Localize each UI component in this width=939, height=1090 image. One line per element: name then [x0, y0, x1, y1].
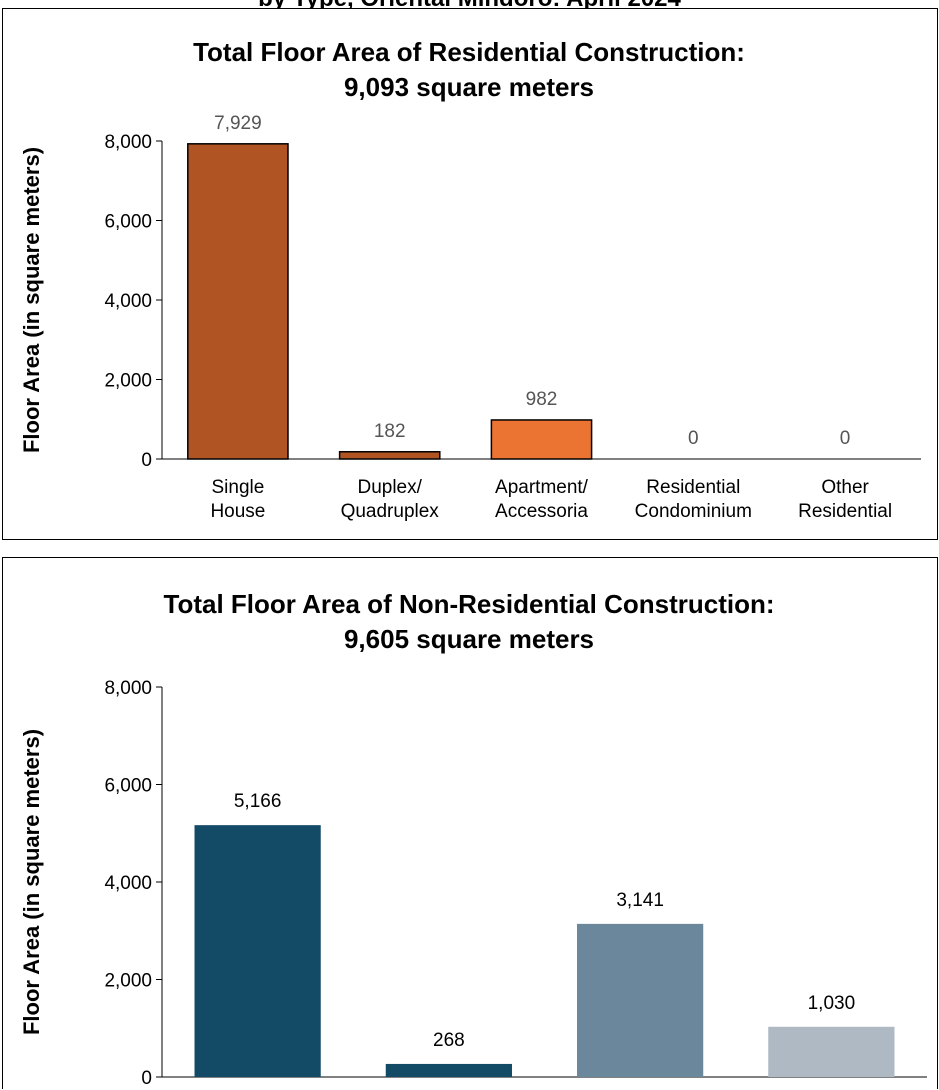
non-residential-y-tick-label: 4,000: [104, 873, 152, 894]
non-residential-data-label: 268: [433, 1030, 465, 1051]
residential-category-label: Single: [211, 477, 264, 498]
residential-y-tick-label: 0: [141, 450, 152, 471]
non-residential-chart-title: Total Floor Area of Non-Residential Cons…: [164, 589, 775, 619]
non-residential-data-label: 3,141: [616, 890, 664, 911]
page-title: by Type, Oriental Mindoro: April 2024: [0, 0, 939, 12]
residential-category-label: Residential: [646, 477, 740, 498]
residential-category-label: Other: [821, 477, 869, 498]
residential-chart-panel: Total Floor Area of Residential Construc…: [2, 8, 938, 540]
residential-category-label: Quadruplex: [341, 501, 440, 522]
non-residential-bar: [194, 825, 321, 1077]
non-residential-bar: [768, 1026, 895, 1077]
residential-data-label: 182: [374, 421, 406, 442]
residential-category-label: Residential: [798, 501, 892, 522]
residential-category-label: House: [210, 501, 265, 522]
residential-data-label: 982: [526, 389, 558, 410]
residential-category-label: Condominium: [635, 501, 752, 522]
non-residential-chart-panel: Total Floor Area of Non-Residential Cons…: [2, 557, 938, 1089]
residential-data-label: 0: [840, 428, 851, 449]
residential-bar: [338, 451, 441, 460]
non-residential-data-label: 5,166: [234, 791, 282, 812]
residential-y-axis-label: Floor Area (in square meters): [19, 147, 44, 453]
residential-bar: [187, 143, 289, 460]
residential-y-tick-label: 6,000: [104, 212, 152, 233]
residential-chart-title: Total Floor Area of Residential Construc…: [193, 37, 745, 67]
non-residential-y-tick-label: 8,000: [104, 678, 152, 699]
non-residential-y-tick-label: 0: [141, 1068, 152, 1089]
residential-category-label: Duplex/: [357, 477, 422, 498]
residential-y-tick-label: 8,000: [104, 132, 152, 153]
non-residential-y-tick-label: 2,000: [104, 971, 152, 992]
non-residential-bar: [577, 923, 704, 1077]
non-residential-y-axis-label: Floor Area (in square meters): [19, 729, 44, 1035]
residential-bar: [490, 419, 593, 460]
residential-chart: Total Floor Area of Residential Construc…: [19, 37, 921, 522]
residential-data-label: 0: [688, 428, 699, 449]
residential-y-tick-label: 4,000: [104, 291, 152, 312]
residential-y-tick-label: 2,000: [104, 371, 152, 392]
residential-data-label: 7,929: [214, 113, 262, 134]
non-residential-chart-subtitle: 9,605 square meters: [344, 624, 594, 654]
non-residential-y-tick-label: 6,000: [104, 776, 152, 797]
residential-chart-subtitle: 9,093 square meters: [344, 72, 594, 102]
non-residential-bar: [385, 1063, 512, 1077]
residential-category-label: Apartment/: [495, 477, 589, 498]
non-residential-data-label: 1,030: [808, 993, 856, 1014]
non-residential-chart: Total Floor Area of Non-Residential Cons…: [19, 589, 927, 1089]
residential-category-label: Accessoria: [495, 501, 588, 522]
